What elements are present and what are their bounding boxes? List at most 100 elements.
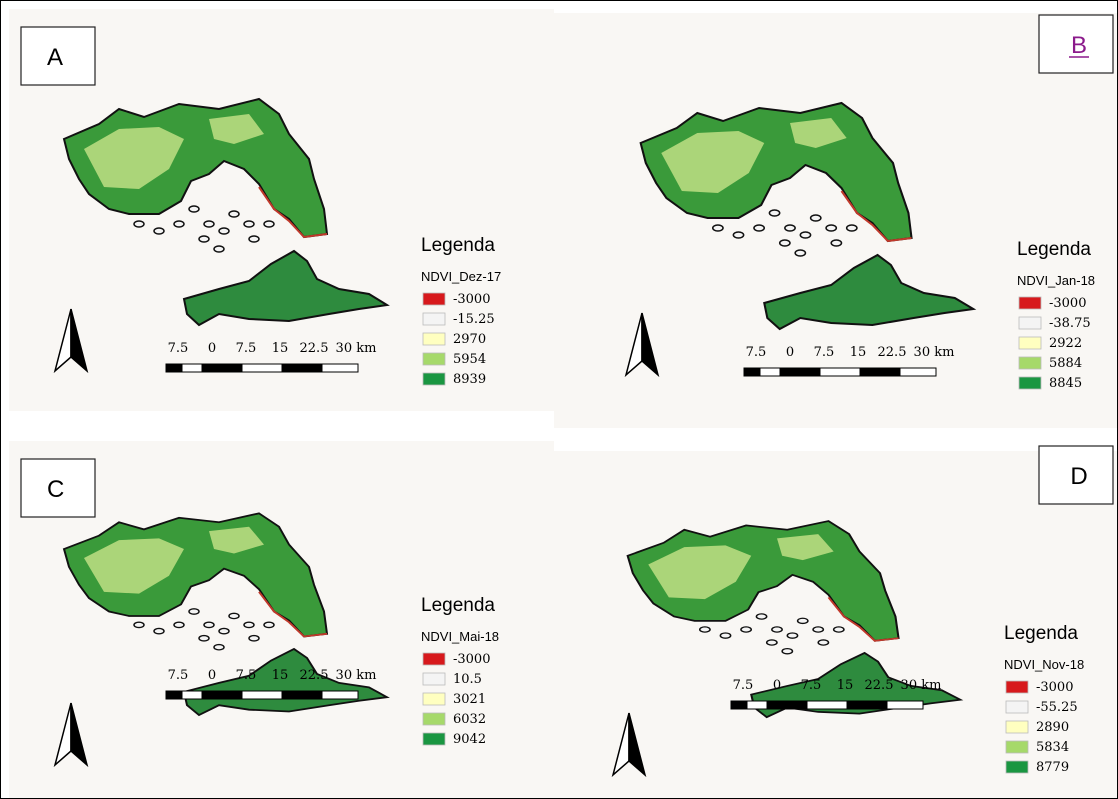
islet [795, 250, 805, 256]
islet [741, 627, 751, 632]
legend-item-label: -38.75 [1049, 316, 1091, 331]
scale-bar-segment [202, 691, 242, 699]
legend-title: NDVI_Dez-17 [421, 269, 501, 284]
legend-item-label: 8845 [1049, 376, 1082, 391]
map-figure: 7.5 0 7.5 15 22.5 30 km Legenda NDVI_Dez-17 -300… [1, 1, 1117, 798]
scale-bar-segment [242, 364, 282, 372]
scale-label: 22.5 [865, 678, 894, 693]
legend-item-label: 5954 [453, 352, 486, 367]
scale-label: 7.5 [746, 345, 767, 360]
legend-item-label: 5834 [1036, 740, 1069, 755]
legend-heading: Legenda [1017, 239, 1091, 260]
scale-label: 15 [272, 668, 289, 683]
scale-bar-segment [166, 364, 182, 372]
scale-label: 7.5 [168, 341, 189, 356]
scale-label: 22.5 [300, 668, 329, 683]
legend-item-label: 2890 [1036, 720, 1069, 735]
legend-item-label: 9042 [453, 732, 486, 747]
legend-heading: Legenda [1004, 623, 1078, 644]
map-panel: 7.507.51522.530 kmLegendaNDVI_Jan-18-300… [554, 13, 1117, 428]
scale-bar-segment [166, 691, 182, 699]
scale-bar-segment [767, 701, 807, 709]
panel-label: A [47, 44, 63, 71]
islet [219, 628, 229, 633]
legend-item-label: 6032 [453, 712, 486, 727]
legend-swatch [1006, 761, 1028, 773]
scale-bar-segment [900, 368, 936, 376]
legend-item-label: -3000 [1049, 296, 1086, 311]
islet [733, 232, 743, 238]
legend-swatch [423, 313, 445, 325]
legend-item-label: -3000 [1036, 680, 1073, 695]
legend-swatch [1019, 317, 1041, 329]
islet [204, 622, 214, 627]
legend-item-label: 8939 [453, 372, 486, 387]
islet [219, 228, 229, 234]
legend-swatch [423, 673, 445, 685]
islet [199, 236, 209, 242]
islet [847, 225, 857, 231]
scale-label: 30 km [901, 678, 942, 693]
legend-swatch [1006, 741, 1028, 753]
legend-swatch [423, 333, 445, 345]
legend-swatch [1019, 337, 1041, 349]
islet [264, 622, 274, 627]
islet [756, 614, 766, 619]
scale-bar-segment [747, 701, 767, 709]
islet [767, 640, 777, 645]
islet [249, 236, 259, 242]
scale-bar-segment [182, 364, 202, 372]
scale-label: 0 [208, 341, 216, 356]
figure: 7.5 0 7.5 15 22.5 30 km Legenda NDVI_Dez-17 -300… [0, 0, 1118, 799]
scale-label: 15 [837, 678, 854, 693]
scale-label: 0 [786, 345, 794, 360]
legend-title: NDVI_Nov-18 [1004, 657, 1084, 672]
scale-bar-segment [820, 368, 860, 376]
islet [834, 627, 844, 632]
islet [174, 622, 184, 627]
scale-bar-segment [322, 691, 358, 699]
islet [244, 221, 254, 227]
scale-label: 7.5 [236, 341, 257, 356]
islet [811, 215, 821, 221]
islet [249, 636, 259, 641]
islet [785, 225, 795, 231]
islet [199, 636, 209, 641]
scale-bar-segment [744, 368, 760, 376]
islet [720, 633, 730, 638]
scale-label: 30 km [336, 668, 377, 683]
panel-label: B [1071, 32, 1087, 59]
legend-swatch [423, 713, 445, 725]
islet [229, 211, 239, 217]
scale-label: 22.5 [300, 341, 329, 356]
scale-bar-segment [202, 364, 242, 372]
legend-item-label: 5884 [1049, 356, 1082, 371]
islet [798, 618, 808, 623]
legend-item-label: -3000 [453, 292, 490, 307]
legend-swatch [423, 693, 445, 705]
scale-bar-segment [282, 364, 322, 372]
islet [174, 221, 184, 227]
islet [713, 225, 723, 231]
scale-label: 30 km [336, 341, 377, 356]
scale-label: 0 [773, 678, 781, 693]
scale-bar-segment [887, 701, 923, 709]
scale-label: 15 [272, 341, 289, 356]
legend-item-label: -3000 [453, 652, 490, 667]
islet [264, 221, 274, 227]
legend-item-label: 2922 [1049, 336, 1082, 351]
islet [700, 627, 710, 632]
legend-item-label: 2970 [453, 332, 486, 347]
scale-label: 7.5 [814, 345, 835, 360]
islet [154, 628, 164, 633]
islet [189, 609, 199, 614]
legend-item-label: 8779 [1036, 760, 1069, 775]
scale-label: 15 [850, 345, 867, 360]
islet [214, 645, 224, 650]
scale-bar-segment [182, 691, 202, 699]
legend-swatch [423, 373, 445, 385]
islet [800, 232, 810, 238]
islet [818, 640, 828, 645]
legend-swatch [423, 293, 445, 305]
map-panel: 7.507.51522.530 kmLegendaNDVI_Mai-18-300… [9, 441, 554, 798]
